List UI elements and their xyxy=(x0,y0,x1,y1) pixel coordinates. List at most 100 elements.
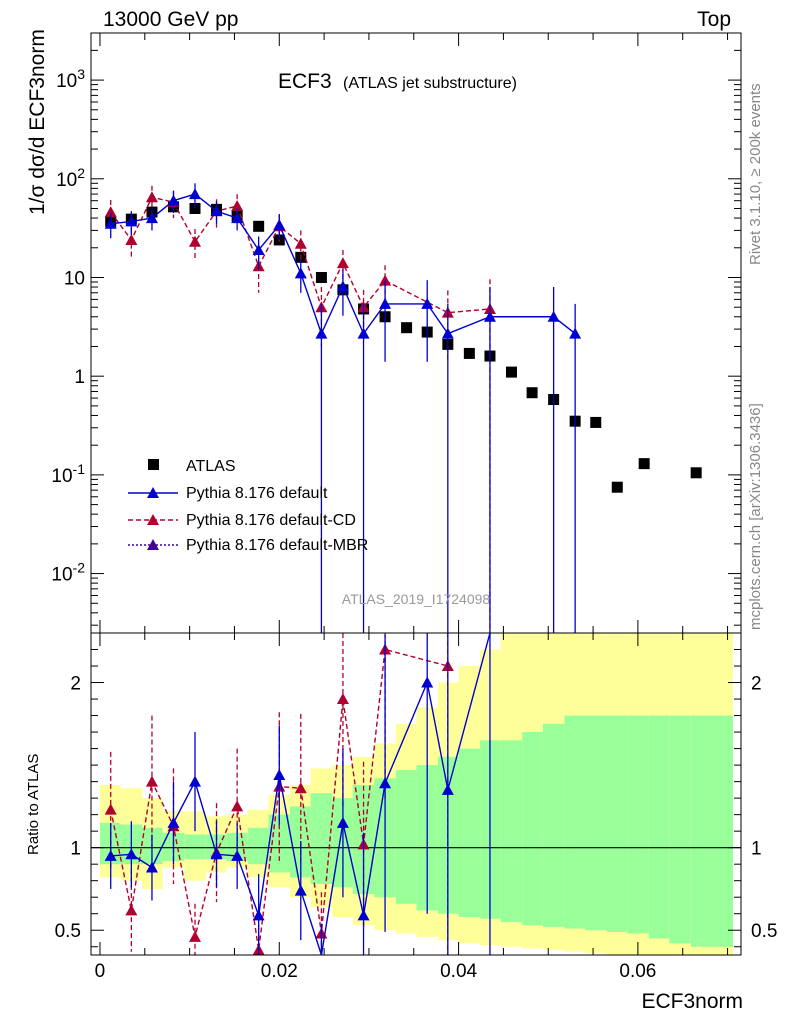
default-point xyxy=(315,327,328,339)
default-point xyxy=(167,194,180,206)
uncertainty-band-inner xyxy=(669,715,691,944)
side-text-top: Rivet 3.1.10, ≥ 200k events xyxy=(747,83,764,265)
ylabel-top: 1/σ dσ/d ECF3norm xyxy=(26,29,49,215)
atlas-point xyxy=(526,387,538,399)
ratio-default-point xyxy=(189,775,201,787)
ratio-default-point xyxy=(441,783,454,795)
atlas-point xyxy=(253,220,265,232)
default-point xyxy=(231,212,244,224)
main-y-tick-label: 102 xyxy=(56,165,85,191)
cd-point xyxy=(125,233,138,245)
atlas-point xyxy=(315,271,327,283)
ratio-cd-point xyxy=(189,930,201,942)
x-tick-label: 0.06 xyxy=(619,961,656,982)
x-tick-label: 0.04 xyxy=(440,961,477,982)
ratio-default-point xyxy=(294,884,307,896)
default-point xyxy=(125,215,138,227)
ratio-default-point xyxy=(273,769,286,781)
x-tick-label: 0.02 xyxy=(261,961,298,982)
cd-point xyxy=(336,257,349,269)
uncertainty-band-inner xyxy=(585,715,607,931)
ratio-default-point xyxy=(210,848,223,860)
ratio-default-point xyxy=(125,848,138,860)
default-point xyxy=(441,327,454,339)
uncertainty-band-inner xyxy=(690,715,733,947)
ylabel-ratio: Ratio to ATLAS xyxy=(25,754,42,855)
atlas-point xyxy=(590,416,602,428)
legend-label-default: Pythia 8.176 default xyxy=(186,485,328,502)
ratio-cd-point xyxy=(336,693,349,705)
default-point xyxy=(569,327,582,339)
cd-point xyxy=(189,235,201,247)
ratio-cd-line xyxy=(110,648,449,951)
x-tick-label: 0 xyxy=(95,961,106,982)
legend-label-mbr: Pythia 8.176 default-MBR xyxy=(186,537,368,554)
ratio-y-tick-label-right: 2 xyxy=(751,674,762,695)
uncertainty-band-inner xyxy=(522,732,543,926)
legend: ATLAS Pythia 8.176 default Pythia 8.176 … xyxy=(128,458,368,554)
uncertainty-band-inner xyxy=(564,715,585,929)
legend-marker-default xyxy=(147,487,159,498)
uncertainty-band-inner xyxy=(542,723,565,927)
ratio-default-point xyxy=(421,676,434,688)
uncertainty-band-inner xyxy=(247,827,269,865)
atlas-point xyxy=(463,347,475,359)
uncertainty-band-inner xyxy=(648,715,670,939)
default-point xyxy=(210,205,223,217)
legend-label-cd: Pythia 8.176 default-CD xyxy=(186,512,356,529)
default-point xyxy=(104,217,117,229)
default-point xyxy=(483,310,496,322)
ratio-y-tick-label-left: 2 xyxy=(70,674,81,695)
ratio-cd-point xyxy=(145,775,158,787)
atlas-point xyxy=(401,322,413,334)
ratio-cd-point xyxy=(231,800,244,812)
legend-label-atlas: ATLAS xyxy=(186,458,236,475)
ratio-default-point xyxy=(357,909,370,921)
uncertainty-band-inner xyxy=(310,793,333,884)
xlabel: ECF3norm xyxy=(641,990,743,1013)
default-point xyxy=(189,188,201,200)
default-point xyxy=(421,297,434,309)
ratio-default-point xyxy=(167,816,180,828)
legend-marker-atlas xyxy=(148,459,159,470)
ratio-y-tick-label-left: 1 xyxy=(70,839,81,860)
default-point xyxy=(336,280,349,292)
main-subtitle: (ATLAS jet substructure) xyxy=(343,75,517,92)
main-title: ECF3 xyxy=(278,70,332,93)
legend-marker-cd xyxy=(147,514,159,525)
analysis-tag: ATLAS_2019_I1724098 xyxy=(342,591,491,607)
main-y-tick-label: 103 xyxy=(56,66,85,92)
main-y-tick-label: 10-1 xyxy=(51,461,85,487)
uncertainty-band-inner xyxy=(184,834,206,860)
header-right: Top xyxy=(697,8,731,31)
ratio-y-tick-label-right: 1 xyxy=(751,839,762,860)
uncertainty-band-inner xyxy=(627,715,649,934)
ratio-default-point xyxy=(252,909,265,921)
ratio-cd-point xyxy=(104,803,117,815)
header-left: 13000 GeV pp xyxy=(103,8,239,31)
uncertainty-band-inner xyxy=(606,715,628,932)
default-point xyxy=(145,212,158,224)
ratio-default-point xyxy=(379,777,392,789)
cd-point xyxy=(145,191,158,203)
cd-point xyxy=(294,237,307,249)
atlas-point xyxy=(638,458,650,470)
default-point xyxy=(547,310,560,322)
side-text-bottom: mcplots.cern.ch [arXiv:1306.3436] xyxy=(747,403,764,630)
default-point xyxy=(273,219,286,231)
uncertainty-band-inner xyxy=(458,748,481,918)
ratio-default-point xyxy=(145,861,158,873)
ratio-frame xyxy=(90,632,742,956)
atlas-point xyxy=(690,467,702,479)
ratio-cd-point xyxy=(125,904,138,916)
main-y-tick-label: 1 xyxy=(74,367,85,388)
default-point xyxy=(252,243,265,255)
main-y-tick-label: 10 xyxy=(64,268,85,289)
ratio-default-point xyxy=(104,849,117,861)
atlas-point xyxy=(611,481,623,493)
cd-point xyxy=(231,200,244,212)
ratio-default-point xyxy=(336,816,349,828)
default-point xyxy=(357,327,370,339)
ratio-cd-point xyxy=(294,782,307,794)
